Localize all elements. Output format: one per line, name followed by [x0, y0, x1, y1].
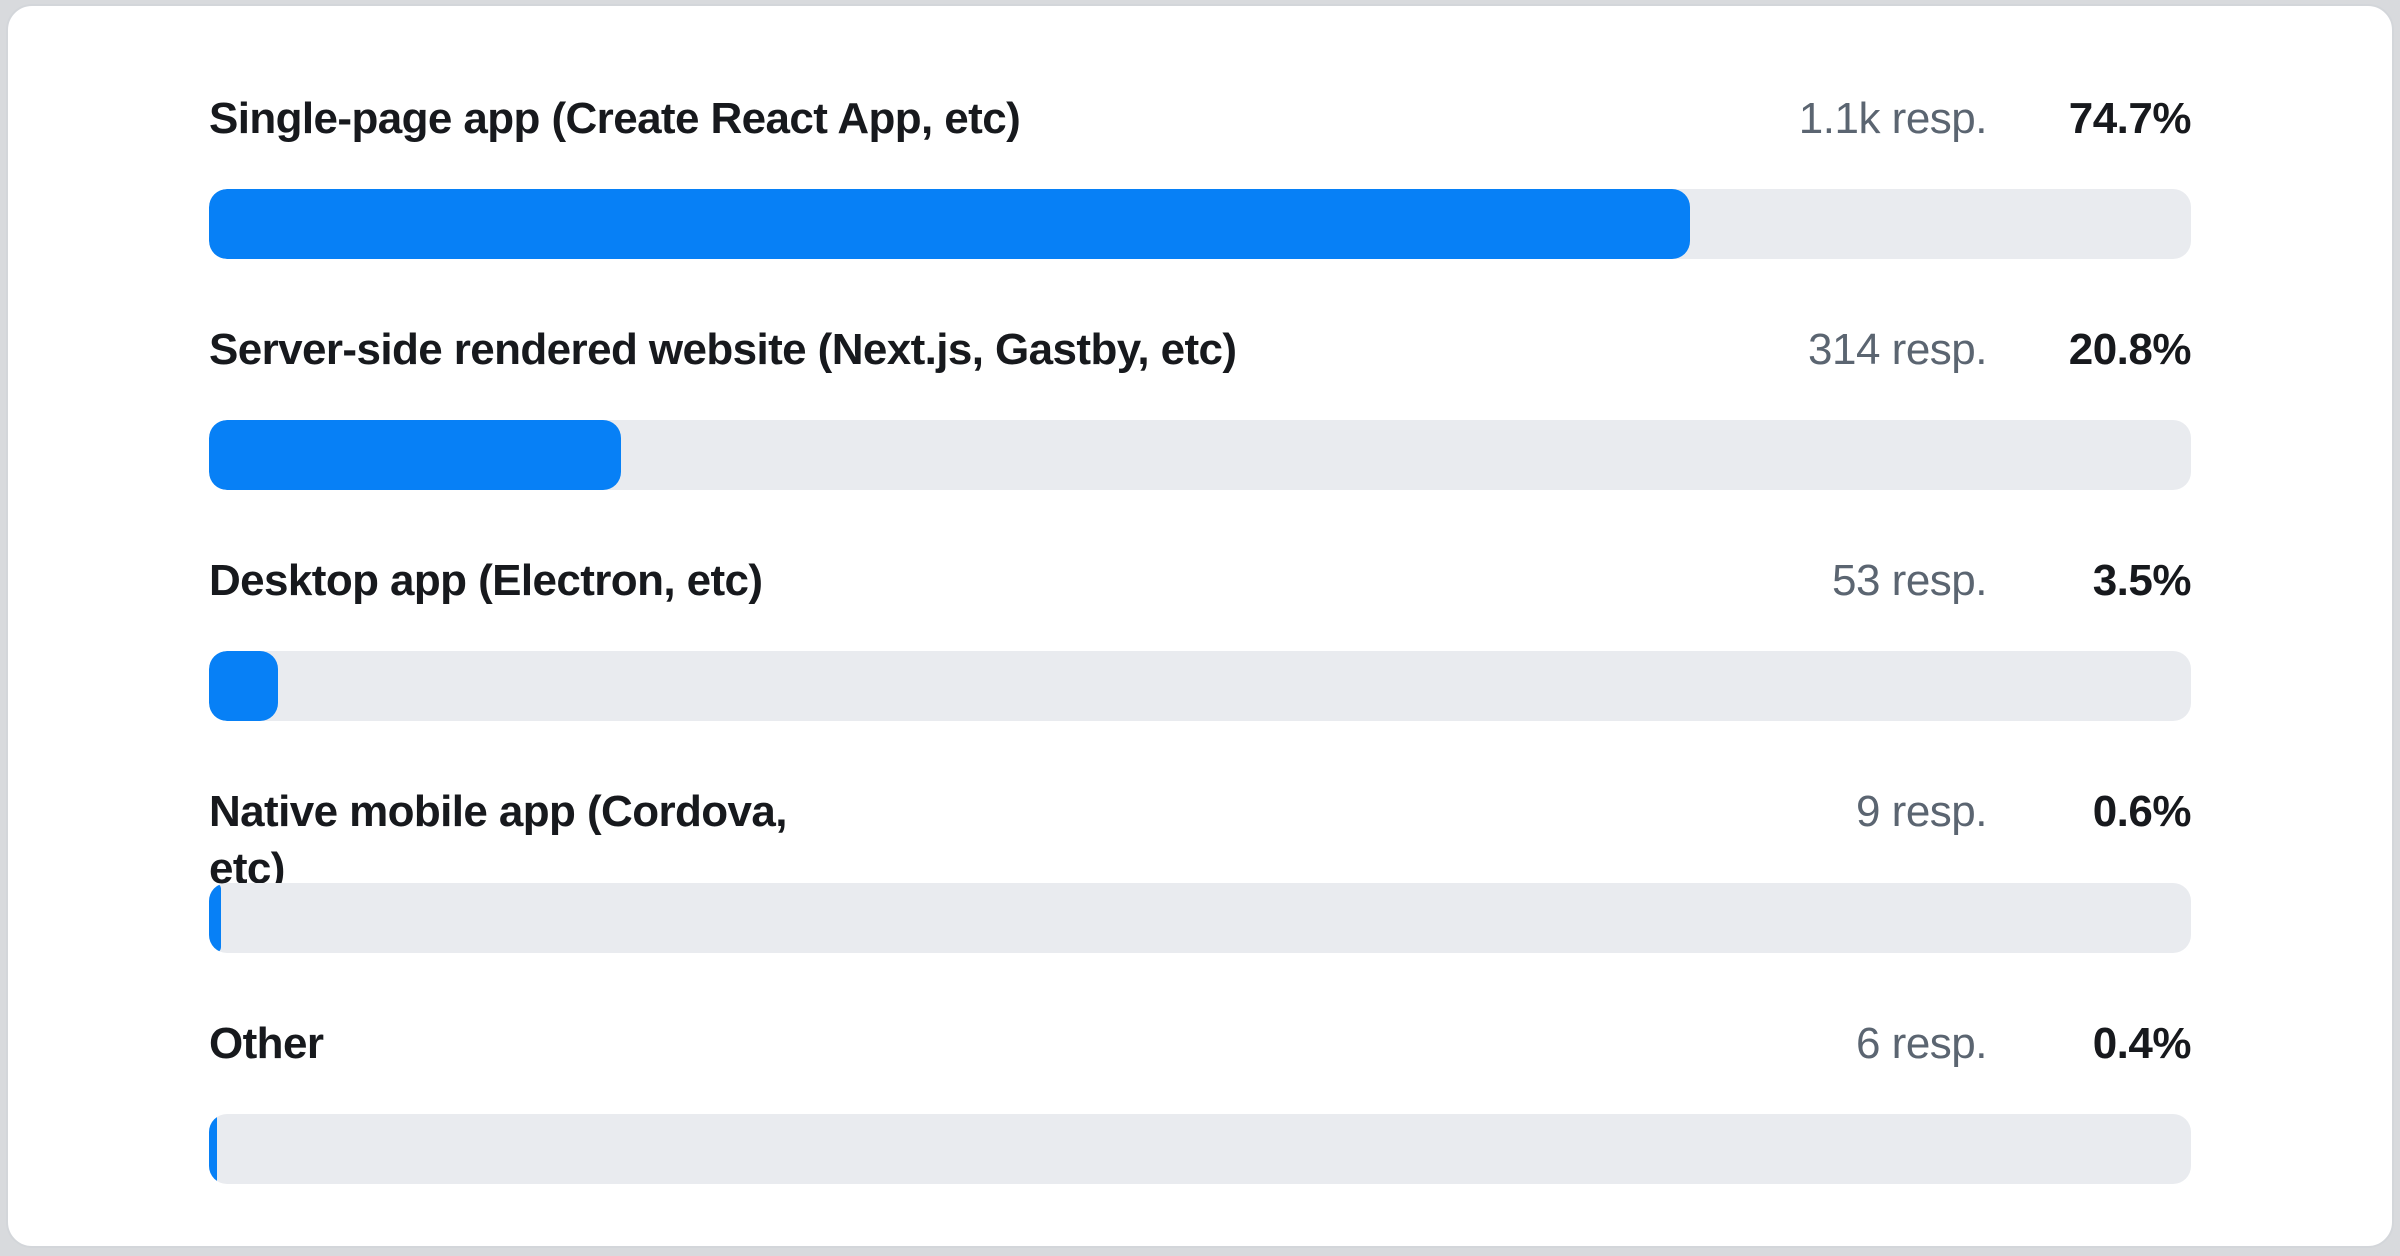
- answer-label: Desktop app (Electron, etc): [209, 556, 763, 605]
- answer-label: Other: [209, 1019, 324, 1068]
- answer-label: Server-side rendered website (Next.js, G…: [209, 325, 1237, 374]
- bar-fill: [209, 189, 1690, 259]
- bar-fill: [209, 651, 279, 721]
- percent-value: 74.7%: [2068, 94, 2192, 143]
- row-stats: 1.1k resp. 74.7%: [1798, 90, 2192, 147]
- row-stats: 314 resp. 20.8%: [1808, 321, 2191, 378]
- row-stats: 53 resp. 3.5%: [1832, 552, 2191, 609]
- bar-track: [209, 883, 2191, 953]
- bar-track: [209, 189, 2191, 259]
- row-header: Single-page app (Create React App, etc) …: [209, 90, 2192, 147]
- answer-label: Native mobile app (Cordova, etc): [209, 787, 788, 893]
- survey-row: Other 6 resp. 0.4%: [209, 1015, 2192, 1184]
- bar-fill: [209, 420, 622, 490]
- response-count: 9 resp.: [1855, 787, 1988, 836]
- row-header: Native mobile app (Cordova, etc) 9 resp.…: [209, 783, 2192, 897]
- bar-track: [209, 420, 2191, 490]
- survey-row: Desktop app (Electron, etc) 53 resp. 3.5…: [209, 552, 2192, 721]
- row-header: Other 6 resp. 0.4%: [209, 1015, 2192, 1072]
- percent-value: 0.6%: [2092, 787, 2192, 836]
- row-header: Server-side rendered website (Next.js, G…: [209, 321, 2192, 378]
- bar-track: [209, 651, 2191, 721]
- bar-track: [209, 1114, 2191, 1184]
- response-count: 1.1k resp.: [1798, 94, 1988, 143]
- response-count: 6 resp.: [1855, 1019, 1988, 1068]
- answer-label: Single-page app (Create React App, etc): [209, 94, 1021, 143]
- row-header: Desktop app (Electron, etc) 53 resp. 3.5…: [209, 552, 2192, 609]
- response-count: 314 resp.: [1808, 325, 1987, 374]
- response-count: 53 resp.: [1832, 556, 1987, 605]
- percent-value: 20.8%: [2068, 325, 2192, 374]
- percent-value: 0.4%: [2092, 1019, 2192, 1068]
- row-stats: 9 resp. 0.6%: [1855, 783, 2192, 840]
- survey-row: Single-page app (Create React App, etc) …: [209, 90, 2192, 259]
- row-stats: 6 resp. 0.4%: [1855, 1015, 2192, 1072]
- bar-fill: [209, 883, 221, 953]
- survey-row: Server-side rendered website (Next.js, G…: [209, 321, 2192, 490]
- survey-row: Native mobile app (Cordova, etc) 9 resp.…: [209, 783, 2192, 953]
- bar-fill: [209, 1114, 217, 1184]
- survey-results-card: Single-page app (Create React App, etc) …: [6, 4, 2394, 1248]
- percent-value: 3.5%: [2092, 556, 2192, 605]
